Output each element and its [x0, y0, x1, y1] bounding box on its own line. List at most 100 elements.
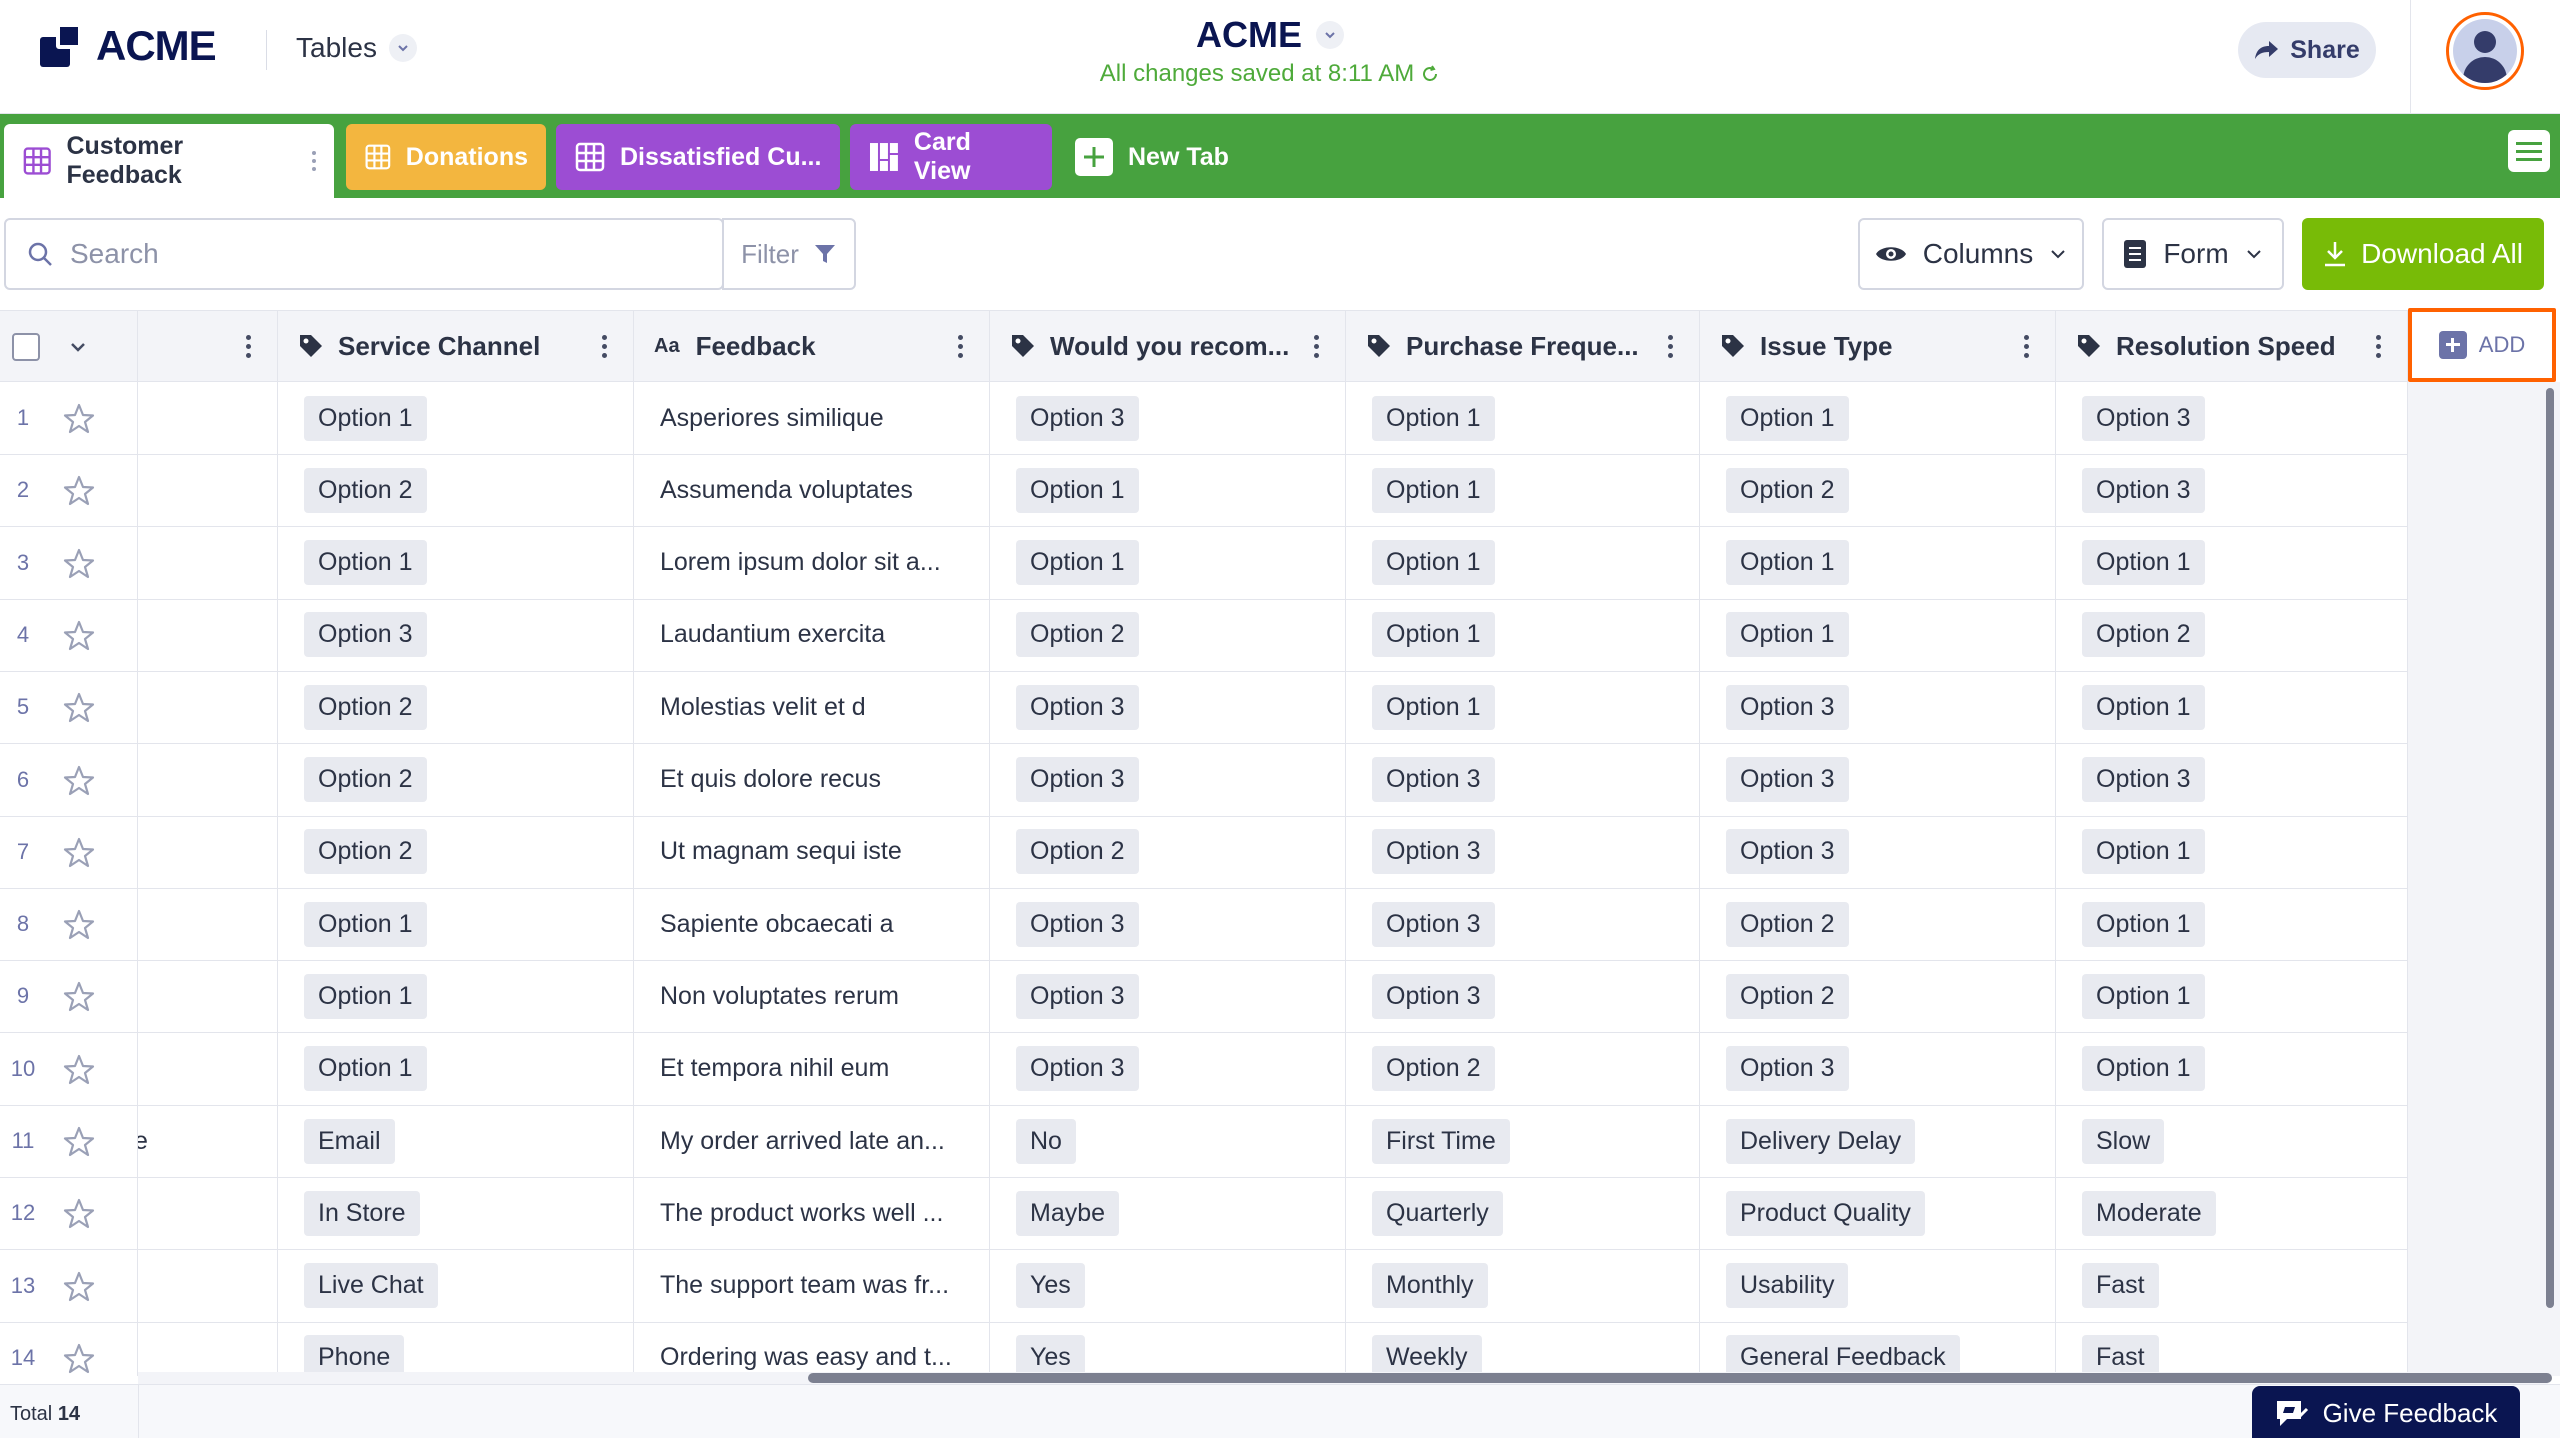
table-cell[interactable]: Quarterly — [1346, 1177, 1700, 1250]
hidden-column-header[interactable] — [138, 311, 278, 381]
table-row[interactable]: 4 Option 3 Laudantium exercita Option 2 Opti… — [0, 598, 2408, 672]
table-cell[interactable]: Option 2 — [1700, 454, 2056, 527]
hidden-column-cell[interactable] — [138, 454, 278, 527]
table-cell[interactable]: The product works well ... — [634, 1177, 990, 1250]
hidden-column-cell[interactable] — [138, 671, 278, 744]
hamburger-menu-icon[interactable] — [2508, 130, 2550, 172]
star-icon[interactable] — [62, 980, 96, 1014]
column-header-feedback[interactable]: Aa Feedback — [634, 311, 990, 381]
table-cell[interactable]: Option 3 — [1700, 671, 2056, 744]
table-cell[interactable]: Option 3 — [278, 598, 634, 671]
table-cell[interactable]: Option 3 — [990, 743, 1346, 816]
table-cell[interactable]: Fast — [2056, 1321, 2408, 1376]
table-cell[interactable]: Option 2 — [278, 743, 634, 816]
table-cell[interactable]: Live Chat — [278, 1249, 634, 1322]
table-cell[interactable]: Option 3 — [1346, 960, 1700, 1033]
hidden-column-cell[interactable]: ' — [138, 1177, 278, 1250]
search-box[interactable] — [4, 218, 724, 290]
column-header-resolution-speed[interactable]: Resolution Speed — [2056, 311, 2408, 381]
table-cell[interactable]: Moderate — [2056, 1177, 2408, 1250]
column-header-issue-type[interactable]: Issue Type — [1700, 311, 2056, 381]
table-cell[interactable]: Lorem ipsum dolor sit a... — [634, 526, 990, 599]
star-icon[interactable] — [62, 836, 96, 870]
table-row[interactable]: 11 e Email My order arrived late an... No Fir… — [0, 1105, 2408, 1178]
table-cell[interactable]: Option 3 — [990, 671, 1346, 744]
table-cell[interactable]: Option 3 — [990, 960, 1346, 1033]
table-cell[interactable]: Option 3 — [1700, 815, 2056, 888]
table-cell[interactable]: Delivery Delay — [1700, 1105, 2056, 1177]
table-row[interactable]: 7 Option 2 Ut magnam sequi iste Option 2 Opt… — [0, 815, 2408, 889]
table-cell[interactable]: Option 1 — [2056, 815, 2408, 888]
table-cell[interactable]: Option 1 — [2056, 671, 2408, 744]
tab-card-view[interactable]: Card View — [850, 124, 1052, 190]
table-row[interactable]: 3 Option 1 Lorem ipsum dolor sit a... Optio… — [0, 526, 2408, 600]
table-cell[interactable]: No — [990, 1105, 1346, 1177]
table-cell[interactable]: Assumenda voluptates — [634, 454, 990, 527]
table-cell[interactable]: Option 2 — [990, 815, 1346, 888]
table-cell[interactable]: Option 1 — [1346, 598, 1700, 671]
table-row[interactable]: 5 Option 2 Molestias velit et d Option 3 Opt… — [0, 671, 2408, 745]
tab-customer-feedback[interactable]: Customer Feedback — [4, 124, 334, 198]
table-cell[interactable]: Option 1 — [1346, 671, 1700, 744]
star-icon[interactable] — [62, 691, 96, 725]
table-cell[interactable]: Option 1 — [1700, 598, 2056, 671]
star-icon[interactable] — [62, 764, 96, 798]
table-cell[interactable]: Option 3 — [2056, 382, 2408, 454]
table-cell[interactable]: Option 2 — [278, 671, 634, 744]
table-cell[interactable]: Option 1 — [2056, 960, 2408, 1033]
tab-donations[interactable]: Donations — [346, 124, 546, 190]
table-cell[interactable]: Fast — [2056, 1249, 2408, 1322]
table-cell[interactable]: Option 1 — [1700, 526, 2056, 599]
table-cell[interactable]: Ordering was easy and t... — [634, 1321, 990, 1376]
table-cell[interactable]: Option 1 — [2056, 526, 2408, 599]
star-icon[interactable] — [62, 1342, 96, 1376]
filter-button[interactable]: Filter — [722, 218, 856, 290]
column-options-icon[interactable] — [1668, 335, 1673, 358]
hidden-column-cell[interactable] — [138, 1321, 278, 1376]
add-column-button[interactable]: ADD — [2408, 308, 2556, 382]
star-icon[interactable] — [62, 1053, 96, 1087]
table-cell[interactable]: Option 3 — [1346, 888, 1700, 961]
app-title-dropdown[interactable]: ACME — [1196, 14, 1344, 56]
table-cell[interactable]: Product Quality — [1700, 1177, 2056, 1250]
column-options-icon[interactable] — [2024, 335, 2029, 358]
table-cell[interactable]: Option 1 — [278, 382, 634, 454]
hidden-column-cell[interactable] — [138, 1249, 278, 1322]
table-cell[interactable]: Option 3 — [2056, 743, 2408, 816]
table-cell[interactable]: Option 3 — [990, 382, 1346, 454]
chevron-down-icon[interactable] — [68, 337, 88, 357]
vertical-scrollbar[interactable] — [2546, 388, 2554, 1308]
hidden-column-cell[interactable] — [138, 960, 278, 1033]
table-cell[interactable]: Option 1 — [990, 526, 1346, 599]
new-tab-button[interactable]: New Tab — [1056, 124, 1256, 190]
star-icon[interactable] — [62, 1197, 96, 1231]
hidden-column-cell[interactable] — [138, 1032, 278, 1105]
table-cell[interactable]: Monthly — [1346, 1249, 1700, 1322]
hidden-column-cell[interactable] — [138, 888, 278, 961]
table-cell[interactable]: Option 2 — [990, 598, 1346, 671]
table-row[interactable]: 13 Live Chat The support team was fr... Yes… — [0, 1249, 2408, 1323]
table-cell[interactable]: Option 2 — [1346, 1032, 1700, 1105]
table-cell[interactable]: Option 1 — [1346, 526, 1700, 599]
hidden-column-cell[interactable] — [138, 598, 278, 671]
table-cell[interactable]: Email — [278, 1105, 634, 1177]
avatar[interactable] — [2446, 12, 2524, 90]
table-cell[interactable]: My order arrived late an... — [634, 1105, 990, 1177]
star-icon[interactable] — [62, 474, 96, 508]
table-cell[interactable]: General Feedback — [1700, 1321, 2056, 1376]
acme-logo[interactable]: ACME — [40, 22, 217, 70]
table-cell[interactable]: Option 1 — [278, 960, 634, 1033]
table-row[interactable]: 8 Option 1 Sapiente obcaecati a Option 3 Opt… — [0, 888, 2408, 962]
table-cell[interactable]: Option 1 — [1346, 382, 1700, 454]
table-cell[interactable]: Option 1 — [2056, 888, 2408, 961]
table-cell[interactable]: Molestias velit et d — [634, 671, 990, 744]
table-cell[interactable]: Option 3 — [1700, 1032, 2056, 1105]
give-feedback-button[interactable]: Give Feedback — [2252, 1386, 2520, 1438]
star-icon[interactable] — [62, 1125, 96, 1159]
table-cell[interactable]: Slow — [2056, 1105, 2408, 1177]
table-cell[interactable]: Non voluptates rerum — [634, 960, 990, 1033]
table-cell[interactable]: In Store — [278, 1177, 634, 1250]
table-cell[interactable]: Asperiores similique — [634, 382, 990, 454]
table-cell[interactable]: Option 1 — [278, 526, 634, 599]
star-icon[interactable] — [62, 908, 96, 942]
